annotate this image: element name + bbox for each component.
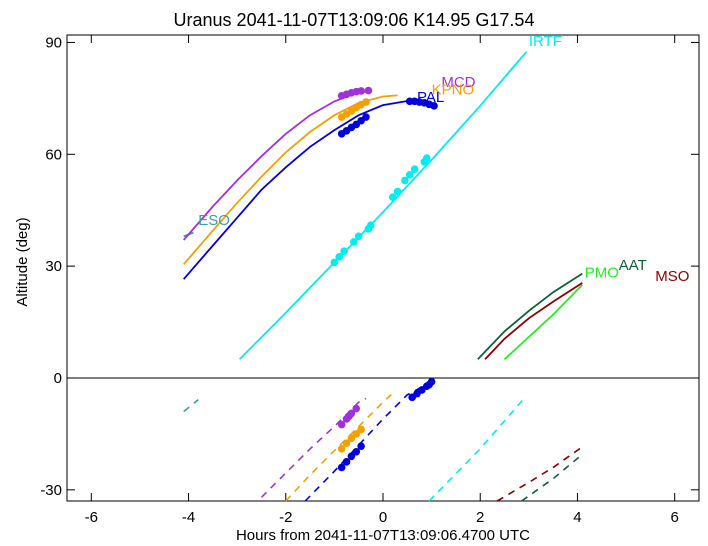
data-point-pal <box>430 102 438 110</box>
series-label-kpno: KPNO <box>432 82 475 99</box>
data-point-pal <box>342 458 351 466</box>
series-label-pmo: PMO <box>585 264 619 281</box>
y-axis-label: Altitude (deg) <box>14 217 31 306</box>
series-label-mso: MSO <box>655 268 689 285</box>
series-dash-pal <box>304 380 432 502</box>
data-point-pal <box>352 447 361 456</box>
series-line-pal <box>183 100 432 280</box>
data-point-pal <box>362 113 370 121</box>
x-tick-label: 2 <box>476 509 484 526</box>
data-point-kpno <box>337 445 346 453</box>
data-point-mcd <box>352 404 361 413</box>
series-line-kpno <box>183 94 398 265</box>
data-point-mcd <box>364 86 373 95</box>
x-tick-label: 6 <box>671 509 679 526</box>
data-point-irtf <box>367 221 375 229</box>
x-tick-label: -6 <box>85 509 98 526</box>
series-line-mso <box>484 282 583 360</box>
x-tick-label: 0 <box>379 509 387 526</box>
data-point-irtf <box>354 232 363 241</box>
data-point-irtf <box>340 247 348 256</box>
series-line-pmo <box>503 284 583 360</box>
data-point-irtf <box>350 238 358 246</box>
data-point-kpno <box>357 425 365 434</box>
series-label-aat: AAT <box>619 257 647 274</box>
data-point-pal <box>357 442 365 450</box>
series-dash-aat <box>521 453 583 502</box>
series-dash-kpno <box>285 390 396 502</box>
chart-title: Uranus 2041-11-07T13:09:06 K14.95 G17.54 <box>174 10 535 30</box>
series-label-eso: ESO <box>198 212 230 229</box>
data-point-mcd <box>347 409 356 418</box>
y-tick-label: 0 <box>54 370 62 387</box>
data-point-kpno <box>362 98 370 106</box>
series-label-irtf: IRTF <box>529 33 562 50</box>
data-point-irtf <box>401 176 409 185</box>
y-tick-label: 90 <box>45 34 62 51</box>
data-point-irtf <box>335 253 344 261</box>
data-point-irtf <box>388 193 397 201</box>
data-point-pal <box>427 377 436 386</box>
series-dash-mcd <box>260 397 367 498</box>
data-point-pal <box>347 452 356 461</box>
series-dash-irtf <box>428 397 525 502</box>
data-point-irtf <box>422 154 431 162</box>
y-tick-label: 30 <box>45 258 62 275</box>
data-point-kpno <box>342 439 351 448</box>
x-axis-label: Hours from 2041-11-07T13:09:06.4700 UTC <box>236 527 530 544</box>
x-tick-label: 4 <box>573 509 581 526</box>
data-point-irtf <box>393 187 402 196</box>
data-point-kpno <box>347 434 356 443</box>
data-point-mcd <box>357 87 365 95</box>
y-tick-label: -30 <box>40 482 62 499</box>
x-tick-label: -4 <box>182 509 195 526</box>
data-point-irtf <box>330 258 339 267</box>
series-line-irtf <box>238 51 528 360</box>
series-label-mcd: MCD <box>441 74 475 91</box>
y-tick-label: 60 <box>45 146 62 163</box>
series-line-aat <box>477 272 583 360</box>
data-point-mcd <box>337 420 346 429</box>
x-tick-label: -2 <box>279 509 292 526</box>
series-dash-mso <box>496 446 583 502</box>
series-dash-eso <box>183 398 199 413</box>
data-point-irtf <box>410 165 419 174</box>
data-point-irtf <box>405 171 414 179</box>
data-point-pal <box>337 463 346 472</box>
series-label-pal: PAL <box>417 89 444 106</box>
data-point-kpno <box>352 430 361 438</box>
